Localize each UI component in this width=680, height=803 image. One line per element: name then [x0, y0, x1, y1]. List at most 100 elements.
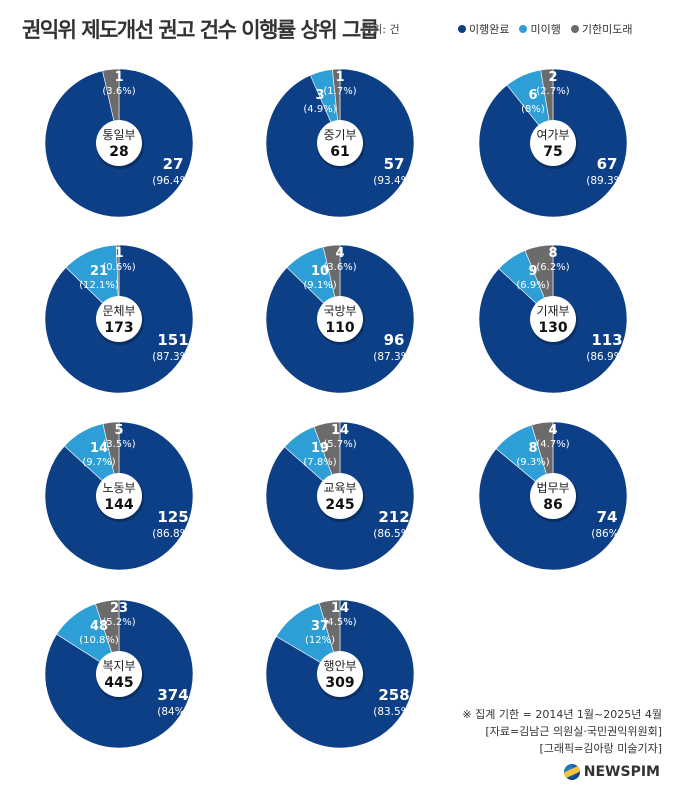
pie-chart: 노동부 144 125 (86.8%) 14(9.7%) 5(3.5%) [44, 421, 194, 571]
brand: NEWSPIM [563, 764, 660, 780]
data-label-not-due: 4 [548, 423, 557, 438]
legend-item-completed: 이행완료 [458, 21, 509, 37]
data-label-not-implemented: 21 [90, 264, 108, 279]
center-disc [96, 473, 142, 519]
center-disc [317, 296, 363, 342]
pct-label-not-due: (4.7%) [536, 439, 569, 450]
ministry-name: 통일부 [102, 128, 135, 142]
data-label-not-due: 1 [114, 70, 123, 85]
pie-slice-completed [44, 68, 194, 218]
pct-label-not-implemented: (4.9%) [303, 104, 336, 115]
pie-chart: 복지부 445 374 (84%) 48(10.8%) 23(5.2%) [44, 599, 194, 749]
pct-label-completed: (93.4%) [373, 175, 415, 187]
data-label-completed: 57 [384, 155, 405, 173]
legend-swatch-not-implemented [519, 25, 528, 33]
center-disc [317, 473, 363, 519]
center-disc [96, 651, 142, 697]
note-source: [자료=김남근 의원실·국민권익위원회] [485, 725, 662, 738]
data-label-not-due: 5 [114, 423, 123, 438]
center-disc [317, 120, 363, 166]
pct-label-completed: (87.3%) [373, 351, 415, 363]
pct-label-completed: (83.5%) [373, 706, 415, 718]
ministry-total: 86 [543, 497, 562, 513]
data-label-not-implemented: 8 [528, 441, 537, 456]
pie-slice-completed [478, 421, 628, 571]
pct-label-not-due: (5.2%) [102, 617, 135, 628]
legend-item-not-implemented: 미이행 [519, 21, 561, 37]
data-label-not-implemented: 48 [90, 619, 108, 634]
ministry-name: 교육부 [323, 481, 356, 495]
pct-label-not-due: (1.7%) [323, 86, 356, 97]
ministry-total: 309 [325, 675, 354, 691]
data-label-not-implemented: 3 [315, 88, 324, 103]
pct-label-not-implemented: (10.8%) [79, 635, 119, 646]
ministry-total: 61 [330, 144, 349, 160]
ministry-total: 245 [325, 497, 354, 513]
data-label-completed: 258 [378, 686, 409, 704]
note-credit: [그래픽=김아랑 미술기자] [539, 742, 663, 755]
pct-label-completed: (86%) [591, 528, 623, 540]
pie-chart: 중기부 61 57 (93.4%) 3(4.9%) 1(1.7%) [265, 68, 415, 218]
data-label-completed: 125 [157, 508, 188, 526]
pct-label-not-due: (5.7%) [323, 439, 356, 450]
center-disc [530, 120, 576, 166]
pct-label-completed: (86.5%) [373, 528, 415, 540]
pct-label-completed: (86.9%) [586, 351, 628, 363]
chart-title: 권익위 제도개선 권고 건수 이행률 상위 그룹 [22, 18, 379, 42]
pie-chart: 여가부 75 67 (89.3%) 6(8%) 2(2.7%) [478, 68, 628, 218]
pct-label-not-implemented: (12%) [305, 635, 335, 646]
pct-label-not-due: (6.2%) [536, 262, 569, 273]
pct-label-not-implemented: (8%) [521, 104, 545, 115]
legend-item-not-due: 기한미도래 [570, 21, 633, 37]
legend-swatch-completed [458, 25, 466, 33]
data-label-not-due: 8 [548, 246, 557, 261]
unit-label: 단위: 건 [362, 23, 400, 36]
pct-label-completed: (89.3%) [586, 175, 628, 187]
ministry-name: 국방부 [323, 304, 356, 318]
pct-label-completed: (86.8%) [152, 528, 194, 540]
pct-label-not-implemented: (9.1%) [303, 280, 336, 291]
pie-chart: 통일부 28 27 (96.4%) 1(3.6%) [44, 68, 194, 218]
data-label-not-due: 2 [548, 70, 557, 85]
pie-slice-completed [265, 244, 415, 394]
pct-label-completed: (84%) [157, 706, 189, 718]
center-disc [96, 296, 142, 342]
pct-label-not-due: (3.5%) [102, 439, 135, 450]
notes: ※ 집계 기한 = 2014년 1월~2025년 4월 [자료=김남근 의원실·… [462, 706, 662, 757]
ministry-total: 130 [538, 320, 567, 336]
ministry-name: 법무부 [536, 481, 569, 495]
data-label-not-implemented: 10 [311, 264, 329, 279]
data-label-completed: 151 [157, 331, 188, 349]
data-label-completed: 374 [157, 686, 188, 704]
pct-label-not-implemented: (9.7%) [82, 457, 115, 468]
data-label-not-implemented: 19 [311, 441, 329, 456]
data-label-completed: 212 [378, 508, 409, 526]
legend-label-not-due: 기한미도래 [581, 23, 633, 36]
pct-label-completed: (87.3%) [152, 351, 194, 363]
pie-chart: 국방부 110 96 (87.3%) 10(9.1%) 4(3.6%) [265, 244, 415, 394]
pct-label-not-implemented: (9.3%) [516, 457, 549, 468]
pct-label-not-implemented: (6.9%) [516, 280, 549, 291]
data-label-not-due: 1 [335, 70, 344, 85]
pct-label-completed: (96.4%) [152, 175, 194, 187]
ministry-name: 노동부 [102, 481, 135, 495]
pie-chart: 교육부 245 212 (86.5%) 19(7.8%) 14(5.7%) [265, 421, 415, 571]
legend-swatch-not-due [570, 25, 579, 33]
data-label-not-due: 14 [331, 423, 349, 438]
ministry-total: 110 [325, 320, 354, 336]
legend-label-completed: 이행완료 [469, 23, 510, 36]
ministry-total: 445 [104, 675, 133, 691]
center-disc [317, 651, 363, 697]
data-label-not-implemented: 14 [90, 441, 108, 456]
data-label-completed: 67 [597, 155, 618, 173]
legend: 이행완료 미이행 기한미도래 [458, 21, 672, 37]
data-label-completed: 74 [597, 508, 618, 526]
ministry-total: 144 [104, 497, 133, 513]
pie-chart: 문체부 173 151 (87.3%) 21(12.1%) 1(0.6%) [44, 244, 194, 394]
center-disc [530, 473, 576, 519]
newspim-logo-icon [563, 764, 580, 780]
pct-label-not-due: (0.6%) [102, 262, 135, 273]
pct-label-not-due: (3.6%) [323, 262, 356, 273]
note-period: ※ 집계 기한 = 2014년 1월~2025년 4월 [462, 708, 662, 721]
